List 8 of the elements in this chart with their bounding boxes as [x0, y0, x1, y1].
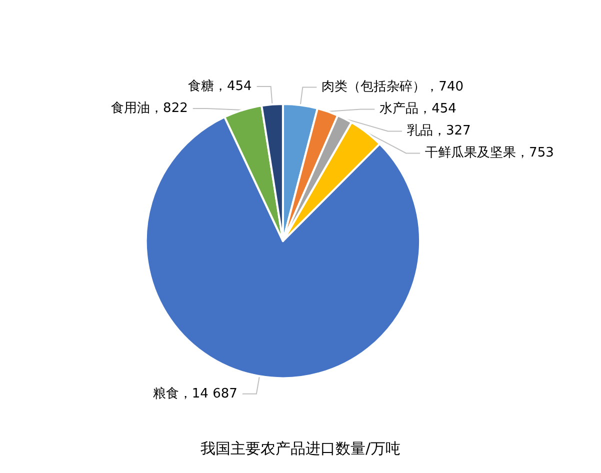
- slice-label: 肉类（包括杂碎），740: [322, 80, 464, 95]
- slice-label: 粮食，14 687: [152, 386, 238, 402]
- slice-label: 水产品，454: [380, 102, 456, 117]
- slice-label: 干鲜瓜果及坚果，753: [425, 146, 554, 161]
- text: 我国主要农产品进口数量/万吨: [200, 440, 401, 458]
- slice-label: 食糖，454: [188, 78, 252, 94]
- slice-label: 食用油，822: [111, 100, 188, 116]
- slice-label: 乳品，327: [406, 124, 471, 139]
